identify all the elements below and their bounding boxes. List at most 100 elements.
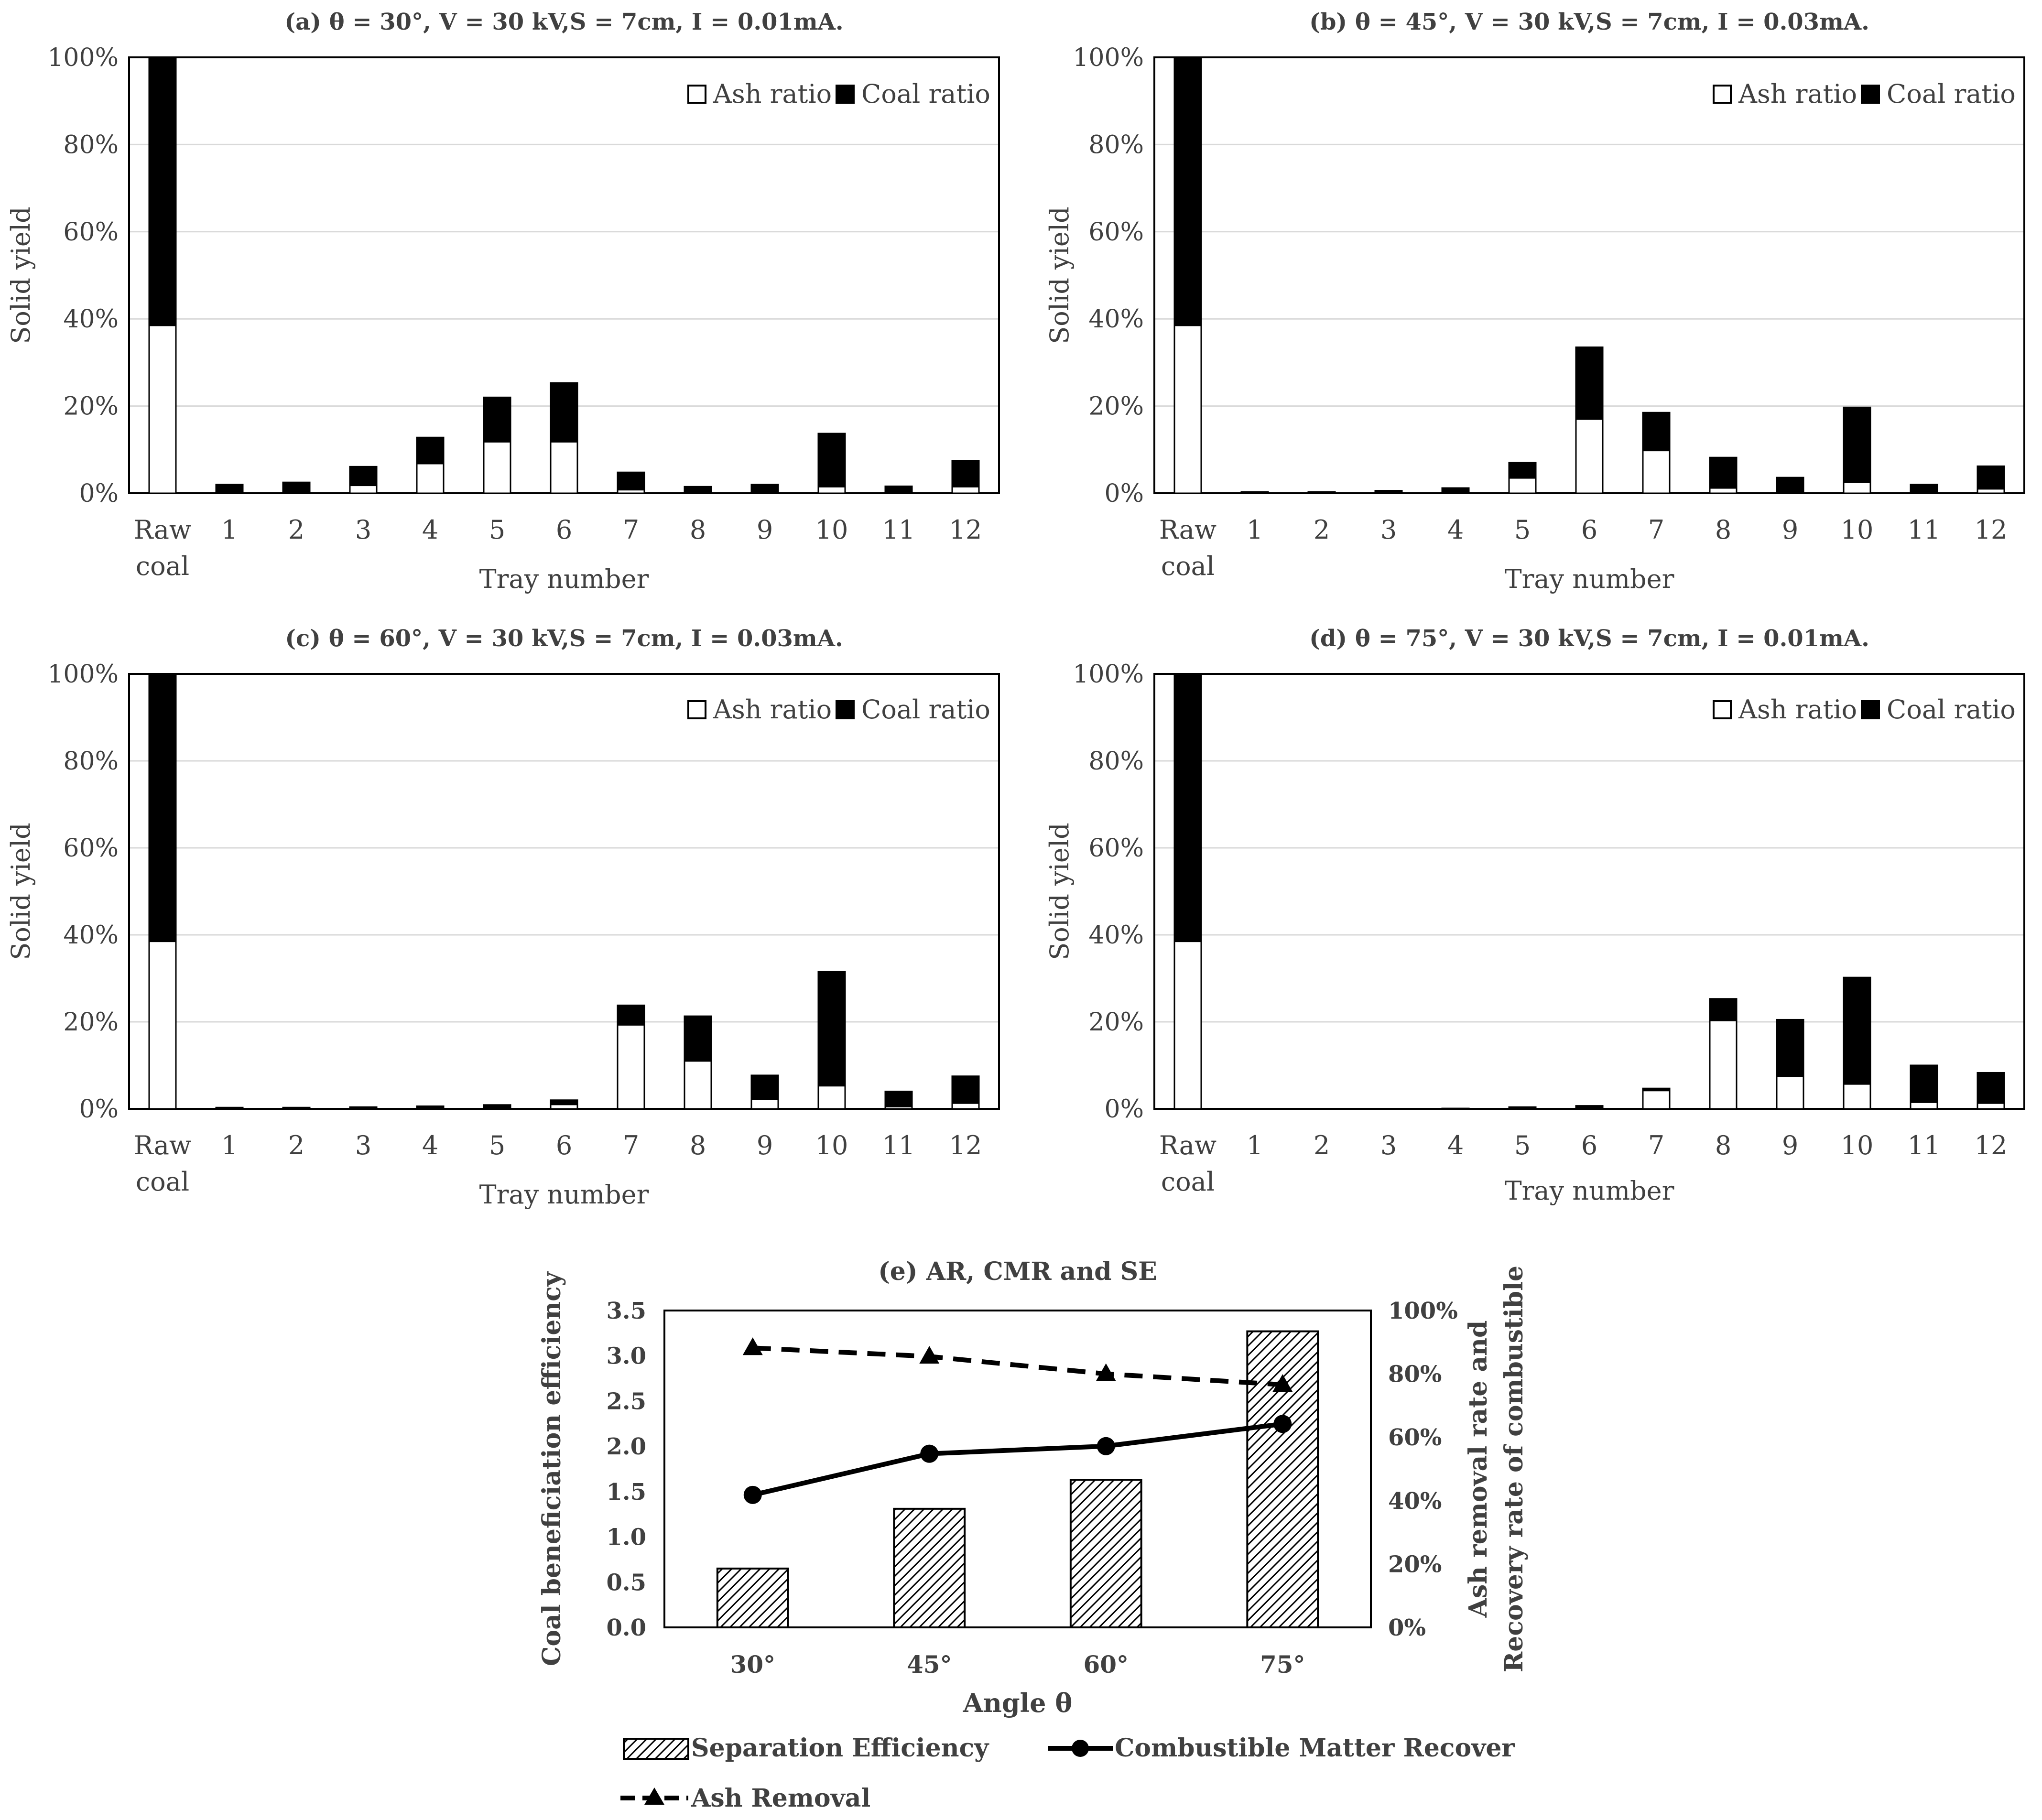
x-tick-label: 2 [1314,1130,1330,1160]
x-axis-title: Tray number [1505,1176,1674,1206]
chart-title: (a) θ = 30°, V = 30 kV,S = 7cm, I = 0.01… [284,9,843,35]
x-tick-label: 8 [1715,515,1731,545]
ash-ratio-bar [1709,1019,1738,1110]
legend-label-se: Separation Efficiency [691,1733,989,1763]
x-tick-label: 11 [882,1130,915,1160]
coal-ratio-bar [148,56,177,326]
ash-ratio-bar [483,441,511,494]
y-axis-title: Solid yield [6,206,36,344]
x-axis-title: Angle θ [963,1688,1073,1718]
ash-ratio-bar [1575,1107,1604,1110]
coal-ratio-bar [684,1015,712,1062]
x-tick-label: 9 [1782,515,1798,545]
y-tick-label: 20% [1088,1008,1144,1037]
coal-ratio-bar [1575,346,1604,420]
coal-ratio-bar [1642,412,1671,452]
ash-ratio-bar [817,1085,846,1110]
coal-ratio-bar [1776,477,1804,493]
coal-ratio-bar [817,433,846,488]
x-axis-title: Tray number [479,564,649,594]
y-tick-label: 2.5 [606,1388,646,1415]
coal-ratio-bar [282,481,311,493]
coal-ratio-bar [750,1074,779,1100]
y-tick-label: 0% [79,479,119,508]
coal-ratio-bar [1843,406,1871,483]
ash-ratio-bar [884,491,913,494]
ash-ratio-bar [1575,418,1604,494]
x-tick-label: 1 [1247,1130,1263,1160]
y-axis-title: Solid yield [6,823,36,960]
legend-label-coal: Coal ratio [861,79,990,109]
ar-point [1272,1374,1293,1392]
legend-label-cmr: Combustible Matter Recover [1115,1733,1515,1763]
ar-point [1096,1363,1116,1381]
x-tick-label: coal [1161,1167,1215,1197]
legend-label-ash: Ash ratio [1738,694,1857,725]
y-tick-label: 0.0 [606,1614,646,1641]
coal-ratio-bar [550,382,578,443]
legend-marker-ar [644,1788,664,1805]
coal-ratio-bar [1709,456,1738,489]
x-tick-label: 6 [1581,1130,1597,1160]
ash-ratio-bar [349,485,378,494]
x-tick-label: 10 [1841,515,1874,545]
x-tick-label: 60° [1083,1650,1129,1679]
x-tick-label: 12 [1975,1130,2008,1160]
x-tick-label: 9 [757,1130,773,1160]
plot-frame [663,1310,1372,1628]
ash-ratio-bar [817,486,846,494]
coal-ratio-bar [215,484,244,493]
ash-ratio-bar [282,491,311,494]
coal-ratio-bar [1709,998,1738,1021]
y-tick-label: 100% [47,660,119,689]
ash-ratio-bar [1508,477,1537,494]
y2-axis-title: Ash removal rate and [1464,1321,1493,1618]
ash-ratio-bar [617,1024,645,1110]
legend-swatch-ash [1713,700,1732,719]
y2-tick-label: 100% [1388,1298,1458,1324]
legend-swatch-ash [687,85,706,104]
x-axis-title: Tray number [1505,564,1674,594]
coal-ratio-bar [1508,462,1537,479]
coal-ratio-bar [416,436,445,465]
x-tick-label: 9 [757,515,773,545]
legend-label-ar: Ash Removal [691,1784,870,1813]
chart-title: (b) θ = 45°, V = 30 kV,S = 7cm, I = 0.03… [1309,9,1869,35]
ash-ratio-bar [684,491,712,494]
legend-label-ash: Ash ratio [713,694,832,725]
ar-line [752,1345,1283,1387]
separation-efficiency-bar [716,1567,789,1628]
x-tick-label: 3 [355,515,371,545]
x-tick-label: 6 [556,515,572,545]
y-tick-label: 20% [63,1008,119,1037]
cmr-point [1273,1415,1292,1433]
legend-label-coal: Coal ratio [1887,79,2016,109]
x-tick-label: 9 [1782,1130,1798,1160]
y-tick-label: 0% [1105,479,1144,508]
ash-ratio-bar [1508,1107,1537,1110]
x-tick-label: 6 [1581,515,1597,545]
y-tick-label: 40% [1088,921,1144,950]
y-tick-label: 1.5 [606,1479,646,1506]
ash-ratio-bar [1709,487,1738,494]
coal-ratio-bar [1441,1107,1470,1110]
cmr-line [752,1421,1283,1497]
ash-ratio-bar [550,441,578,494]
ash-ratio-bar [1173,325,1202,494]
y-tick-label: 3.5 [606,1298,646,1324]
x-tick-label: 10 [815,515,848,545]
coal-ratio-bar [1910,1064,1938,1103]
x-tick-label: 3 [1380,515,1397,545]
x-tick-label: 11 [1908,1130,1941,1160]
y2-tick-label: 60% [1388,1424,1442,1451]
legend-swatch-coal [836,85,855,104]
legend-swatch-se [623,1738,689,1760]
coal-ratio-bar [1977,465,2005,490]
x-tick-label: 6 [556,1130,572,1160]
coal-ratio-bar [617,1004,645,1026]
ash-ratio-bar [215,491,244,494]
legend-label-coal: Coal ratio [1887,694,2016,725]
y-tick-label: 60% [63,218,119,247]
ash-ratio-bar [1977,488,2005,494]
